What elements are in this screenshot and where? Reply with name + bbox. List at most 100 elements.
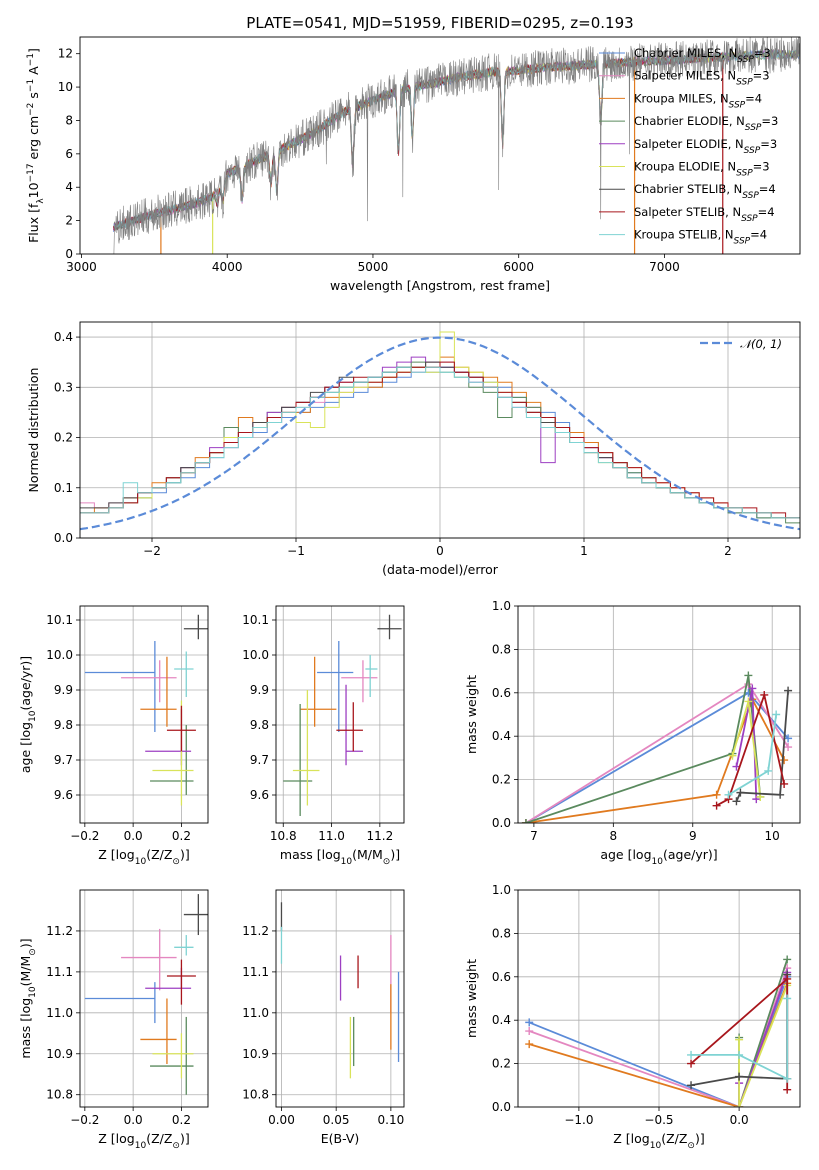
z_vs_age-frame xyxy=(79,605,209,824)
label-part: SSP xyxy=(734,237,751,247)
y-tick-label: 11.1 xyxy=(242,965,269,979)
label-part: )] xyxy=(695,1131,705,1146)
weight-point-marker xyxy=(728,751,737,760)
label-part: ⊙ xyxy=(28,948,38,956)
label-part: =3 xyxy=(760,137,777,151)
x-tick-label: 11.2 xyxy=(366,829,393,843)
residuals-xlabel: (data-model)/error xyxy=(382,562,499,577)
errorbar-point xyxy=(166,959,196,1005)
weight-point-marker xyxy=(783,974,792,983)
z_vs_age-xlabel: Z [log10(Z/Z⊙)] xyxy=(98,847,189,867)
errorbar-point xyxy=(145,967,192,989)
z_vs_mass-xlabel: Z [log10(Z/Z⊙)] xyxy=(98,1131,189,1151)
x-tick-label: 0.0 xyxy=(124,829,143,843)
label-part: Kroupa ELODIE, N xyxy=(634,160,736,174)
y-tick-label: 4 xyxy=(65,180,73,194)
y-tick-label: 0.0 xyxy=(54,531,73,545)
errorbar-point xyxy=(140,998,177,1065)
label-part: 10 xyxy=(652,857,664,867)
x-tick-label: 10.8 xyxy=(270,829,297,843)
label-part: =4 xyxy=(759,182,776,196)
weight-point-marker xyxy=(735,1103,744,1107)
ebv_vs_mass-xlabel: E(B-V) xyxy=(321,1131,360,1146)
label-part: =4 xyxy=(745,91,762,105)
weight-point-marker xyxy=(735,1072,744,1081)
y-tick-label: 10.1 xyxy=(242,613,269,627)
weight-series-line xyxy=(528,967,789,1107)
y-tick-label: 10.0 xyxy=(242,648,269,662)
label-part: )] xyxy=(180,1131,190,1146)
label-part: =3 xyxy=(753,160,770,174)
errorbar-point xyxy=(292,690,320,806)
errorbar-point xyxy=(140,656,177,727)
y-tick-label: 0.2 xyxy=(492,773,511,787)
label-part: =3 xyxy=(753,69,770,83)
label-part: Chabrier MILES, N xyxy=(634,46,737,60)
y-tick-label: 0.1 xyxy=(54,481,73,495)
residuals-frame xyxy=(79,321,801,539)
legend-entry: 𝒩(0, 1) xyxy=(740,337,782,351)
y-tick-label: 0.6 xyxy=(492,686,511,700)
label-part: (Z/Z xyxy=(146,1131,172,1146)
errorbar-point xyxy=(84,982,156,1024)
x-tick-label: 10 xyxy=(765,829,780,843)
weight-point-marker xyxy=(724,790,733,799)
weight-point-marker xyxy=(744,671,753,680)
x-tick-label: 0.0 xyxy=(124,1113,143,1127)
spectrum-frame xyxy=(79,36,801,255)
figure-title: PLATE=0541, MJD=51959, FIBERID=0295, z=0… xyxy=(246,14,633,32)
errorbar-point xyxy=(317,641,354,732)
x-tick-label: 7 xyxy=(530,829,538,843)
y-tick-label: 0.6 xyxy=(492,970,511,984)
label-part: Salpeter MILES, N xyxy=(634,69,736,83)
z_vs_mass-ylabel: mass [log10(M/M⊙)] xyxy=(18,938,38,1058)
y-tick-label: 9.7 xyxy=(250,753,269,767)
y-tick-label: 9.9 xyxy=(250,683,269,697)
weight-point-marker xyxy=(735,1050,744,1059)
z_weights-lines xyxy=(525,955,792,1107)
errorbar-point xyxy=(183,614,208,640)
errorbar-point xyxy=(336,702,363,752)
label-part: −2 xyxy=(26,103,36,116)
x-tick-label: 4000 xyxy=(212,260,243,274)
label-part: ⊙ xyxy=(687,1141,695,1151)
x-tick-label: 9 xyxy=(689,829,697,843)
y-tick-label: 9.8 xyxy=(250,718,269,732)
label-part: SSP xyxy=(736,169,753,179)
x-tick-label: −0.2 xyxy=(70,1113,99,1127)
weight-point-marker xyxy=(784,734,793,743)
x-tick-label: 7000 xyxy=(649,260,680,274)
x-tick-label: 0.00 xyxy=(268,1113,295,1127)
errorbar-point xyxy=(150,1016,194,1095)
label-part: erg cm xyxy=(26,116,41,164)
y-tick-label: 2 xyxy=(65,214,73,228)
y-tick-label: 1.0 xyxy=(492,883,511,897)
label-part: =4 xyxy=(750,228,767,242)
label-part: 10 xyxy=(26,182,41,198)
y-tick-label: 0.2 xyxy=(492,1057,511,1071)
legend-entry: Salpeter ELODIE, NSSP=3 xyxy=(634,137,777,156)
label-part: SSP xyxy=(744,146,761,156)
x-tick-label: 5000 xyxy=(358,260,389,274)
y-tick-label: 0.4 xyxy=(54,330,73,344)
errorbar-point xyxy=(341,660,378,703)
label-part: λ xyxy=(36,198,46,204)
label-part: (M/M xyxy=(352,847,383,862)
weight-point-marker xyxy=(780,779,789,788)
x-tick-label: 6000 xyxy=(503,260,534,274)
label-part: Salpeter STELIB, N xyxy=(634,205,741,219)
weight-point-marker xyxy=(735,1035,744,1044)
weight-series-line xyxy=(525,697,785,823)
x-tick-label: 8 xyxy=(610,829,618,843)
y-tick-label: 10.8 xyxy=(46,1088,73,1102)
label-part: mass [log xyxy=(18,998,33,1059)
z_weights-frame xyxy=(517,889,801,1108)
residuals-legend: 𝒩(0, 1) xyxy=(700,337,782,351)
legend-entry: Chabrier MILES, NSSP=3 xyxy=(634,46,771,65)
weight-point-marker xyxy=(736,788,745,797)
x-tick-label: 0.10 xyxy=(378,1113,405,1127)
errorbar-point xyxy=(377,614,402,640)
label-part: SSP xyxy=(745,123,762,133)
label-part: SSP xyxy=(742,191,759,201)
y-tick-label: 11.1 xyxy=(46,965,73,979)
